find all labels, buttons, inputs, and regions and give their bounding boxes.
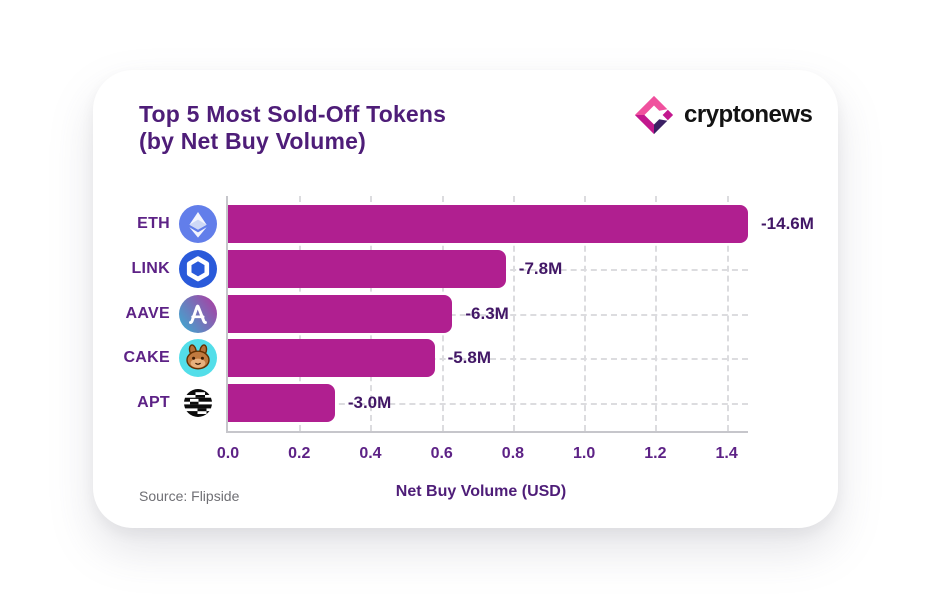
cryptonews-logo: cryptonews [633,94,813,136]
cryptonews-logo-icon [634,95,674,135]
bar-value-link: -7.8M [518,259,563,278]
x-tick-0.4: 0.4 [359,445,382,462]
token-label-cake: CAKE [123,349,170,366]
apt-icon [179,384,217,422]
chart-title-line2: (by Net Buy Volume) [139,128,367,154]
x-tick-0.2: 0.2 [288,445,311,462]
x-tick-0.6: 0.6 [430,445,453,462]
bar-chart: -14.6M -7.8M -6.3M -5.8M -3.0M ETH LINK [93,70,838,528]
token-label-link: LINK [131,260,170,277]
cryptonews-logo-text: cryptonews [684,101,813,128]
chart-card: Top 5 Most Sold-Off Tokens (by Net Buy V… [93,70,838,528]
bar-eth [228,205,748,243]
token-row-apt: APT [93,384,217,422]
y-axis-line [226,196,228,433]
x-tick-0.0: 0.0 [216,445,240,462]
horizontal-gridline [228,314,748,316]
token-row-cake: CAKE [93,339,217,377]
bar-value-aave: -6.3M [465,304,509,323]
bar-value-cake: -5.8M [447,348,492,367]
cake-icon [179,339,217,377]
token-label-aave: AAVE [125,305,170,322]
token-row-link: LINK [93,250,217,288]
vertical-gridline [584,196,587,431]
x-tick-1.4: 1.4 [715,445,738,462]
chart-title-line1: Top 5 Most Sold-Off Tokens [139,101,447,127]
source-credit: Source: Flipside [139,488,240,504]
aave-icon [179,295,217,333]
chart-title: Top 5 Most Sold-Off Tokens (by Net Buy V… [139,101,446,155]
vertical-gridline [512,196,515,431]
eth-icon [179,205,217,243]
x-tick-1.0: 1.0 [573,445,596,462]
x-tick-1.2: 1.2 [644,445,667,462]
x-axis-line [226,431,748,433]
x-axis-title: Net Buy Volume (USD) [395,483,567,500]
bar-aave [228,295,453,333]
bar-value-eth: -14.6M [761,214,814,233]
token-row-aave: AAVE [93,295,217,333]
horizontal-gridline [228,403,748,405]
link-icon [179,250,217,288]
vertical-gridline [726,196,729,431]
vertical-gridline [655,196,658,431]
bar-value-apt: -3.0M [347,393,392,412]
token-row-eth: ETH [93,205,217,243]
token-label-apt: APT [137,394,170,411]
bar-apt [228,384,335,422]
token-label-eth: ETH [137,215,170,232]
bar-link [228,250,506,288]
x-tick-0.8: 0.8 [501,445,525,462]
horizontal-gridline [228,358,748,360]
bar-cake [228,339,435,377]
